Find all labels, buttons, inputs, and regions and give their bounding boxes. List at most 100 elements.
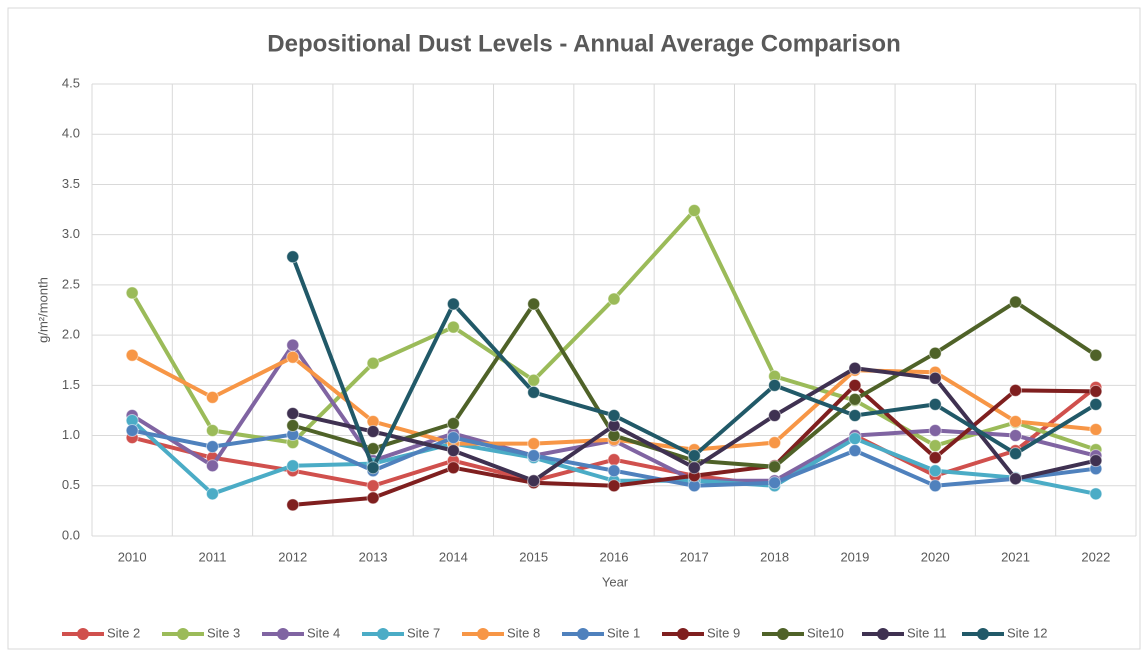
point [607, 479, 621, 493]
point [125, 286, 139, 300]
point [286, 338, 300, 352]
point [125, 348, 139, 362]
x-tick-label: 2012 [278, 549, 307, 564]
point [928, 464, 942, 478]
legend-label: Site 12 [1007, 625, 1047, 640]
point [768, 378, 782, 392]
point [286, 406, 300, 420]
point [928, 371, 942, 385]
point [1089, 348, 1103, 362]
y-tick-label: 3.5 [62, 176, 80, 191]
point [205, 487, 219, 501]
point [527, 449, 541, 463]
point [848, 408, 862, 422]
legend-marker [277, 628, 289, 640]
x-tick-label: 2014 [439, 549, 468, 564]
legend-label: Site 3 [207, 625, 240, 640]
point [928, 479, 942, 493]
point [125, 424, 139, 438]
point [848, 361, 862, 375]
point [1089, 454, 1103, 468]
point [768, 408, 782, 422]
point [928, 424, 942, 438]
legend-label: Site 1 [607, 625, 640, 640]
point [928, 397, 942, 411]
x-tick-label: 2021 [1001, 549, 1030, 564]
legend-marker [877, 628, 889, 640]
x-axis-title: Year [602, 574, 629, 589]
point [1009, 447, 1023, 461]
x-tick-label: 2017 [680, 549, 709, 564]
y-tick-label: 0.0 [62, 527, 80, 542]
x-tick-label: 2011 [198, 549, 226, 564]
point [527, 373, 541, 387]
legend-label: Site 7 [407, 625, 440, 640]
legend-marker [177, 628, 189, 640]
point [446, 297, 460, 311]
point [527, 437, 541, 451]
point [366, 356, 380, 370]
point [366, 461, 380, 475]
point [687, 449, 701, 463]
legend-marker [577, 628, 589, 640]
point [1009, 429, 1023, 443]
legend-label: Site10 [807, 625, 844, 640]
y-axis-title: g/m²/month [35, 277, 50, 343]
legend-marker [777, 628, 789, 640]
x-tick-label: 2019 [840, 549, 869, 564]
point [446, 444, 460, 458]
point [1009, 295, 1023, 309]
point [527, 474, 541, 488]
point [1009, 383, 1023, 397]
y-tick-label: 2.5 [62, 276, 80, 291]
point [205, 440, 219, 454]
point [446, 431, 460, 445]
point [848, 378, 862, 392]
y-tick-label: 0.5 [62, 477, 80, 492]
point [928, 439, 942, 453]
point [286, 459, 300, 473]
legend-marker [377, 628, 389, 640]
point [1009, 472, 1023, 486]
x-tick-label: 2013 [359, 549, 388, 564]
y-tick-label: 4.0 [62, 126, 80, 141]
legend-marker [977, 628, 989, 640]
y-tick-label: 4.5 [62, 75, 80, 90]
point [446, 461, 460, 475]
point [286, 250, 300, 264]
legend-label: Site 9 [707, 625, 740, 640]
point [607, 408, 621, 422]
legend-marker [677, 628, 689, 640]
legend-label: Site 4 [307, 625, 340, 640]
point [527, 385, 541, 399]
point [607, 453, 621, 467]
point [1089, 423, 1103, 437]
legend-label: Site 2 [107, 625, 140, 640]
point [366, 425, 380, 439]
y-tick-label: 3.0 [62, 226, 80, 241]
point [687, 204, 701, 218]
point [848, 444, 862, 458]
point [768, 460, 782, 474]
y-tick-label: 1.0 [62, 427, 80, 442]
point [768, 476, 782, 490]
x-tick-label: 2020 [921, 549, 950, 564]
point [366, 479, 380, 493]
y-tick-label: 2.0 [62, 327, 80, 342]
point [205, 390, 219, 404]
point [446, 417, 460, 431]
point [848, 392, 862, 406]
x-tick-label: 2010 [118, 549, 147, 564]
chart-title: Depositional Dust Levels - Annual Averag… [267, 30, 900, 57]
point [928, 451, 942, 465]
x-tick-label: 2022 [1081, 549, 1110, 564]
point [286, 350, 300, 364]
point [687, 461, 701, 475]
point [607, 464, 621, 478]
x-tick-label: 2016 [600, 549, 629, 564]
point [928, 346, 942, 360]
point [205, 459, 219, 473]
x-tick-label: 2018 [760, 549, 789, 564]
point [366, 491, 380, 505]
